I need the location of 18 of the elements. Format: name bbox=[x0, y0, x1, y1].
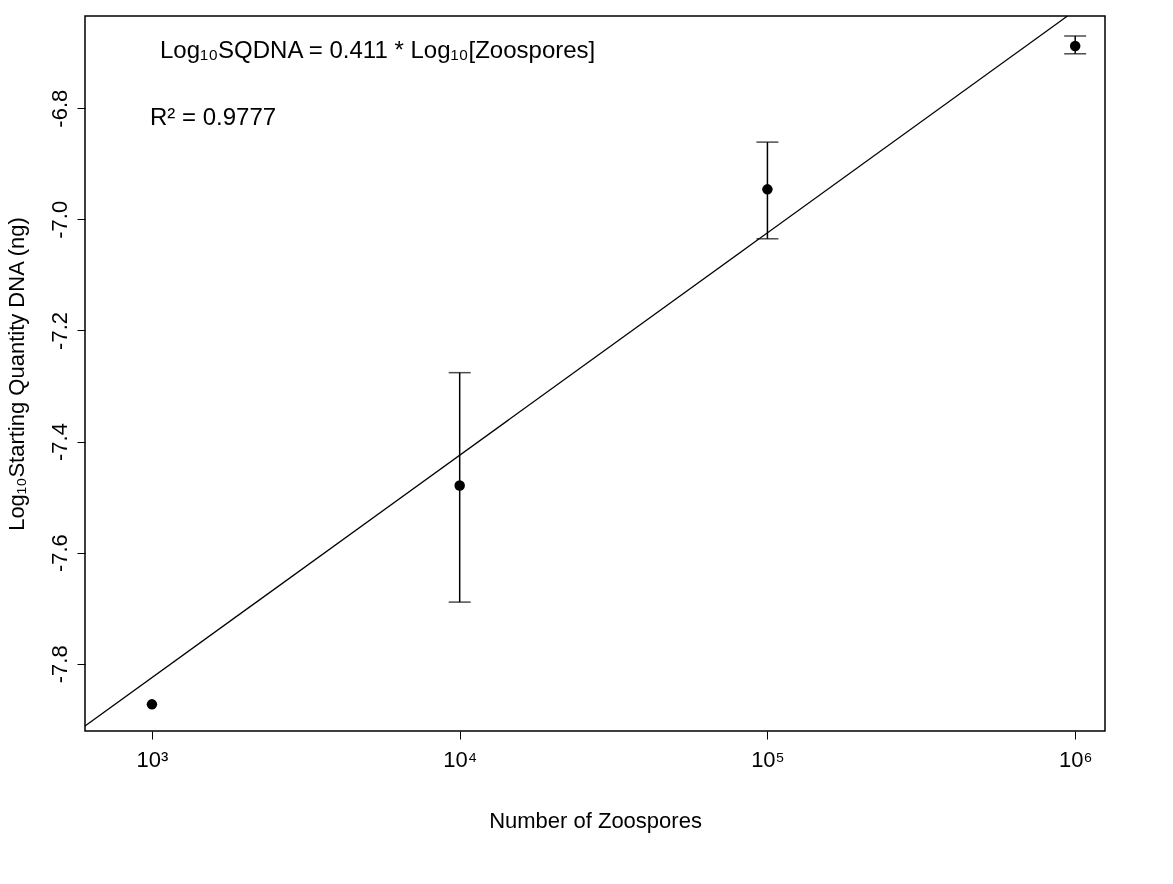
y-tick-label: -7.4 bbox=[46, 423, 72, 462]
y-tick-label: -7.8 bbox=[46, 645, 72, 684]
y-tick-label: -7.2 bbox=[46, 311, 72, 350]
annotation: R² = 0.9777 bbox=[150, 103, 277, 130]
y-axis-title: Log₁₀Starting Quantity DNA (ng) bbox=[3, 217, 29, 531]
annotation: Log₁₀SQDNA = 0.411 * Log₁₀[Zoospores] bbox=[160, 36, 596, 63]
x-tick-label: 10⁵ bbox=[751, 746, 785, 772]
x-tick-label: 10³ bbox=[136, 746, 169, 772]
point bbox=[146, 699, 158, 710]
point bbox=[454, 480, 465, 491]
y-tick-label: -7.0 bbox=[46, 200, 72, 239]
x-tick-label: 10⁴ bbox=[443, 746, 478, 772]
x-axis-title: Number of Zoospores bbox=[489, 807, 702, 833]
y-tick-label: -6.8 bbox=[46, 89, 72, 128]
x-tick-label: 10⁶ bbox=[1058, 746, 1093, 772]
point bbox=[1069, 40, 1081, 52]
y-tick-label: -7.6 bbox=[46, 534, 72, 573]
point bbox=[762, 184, 773, 195]
